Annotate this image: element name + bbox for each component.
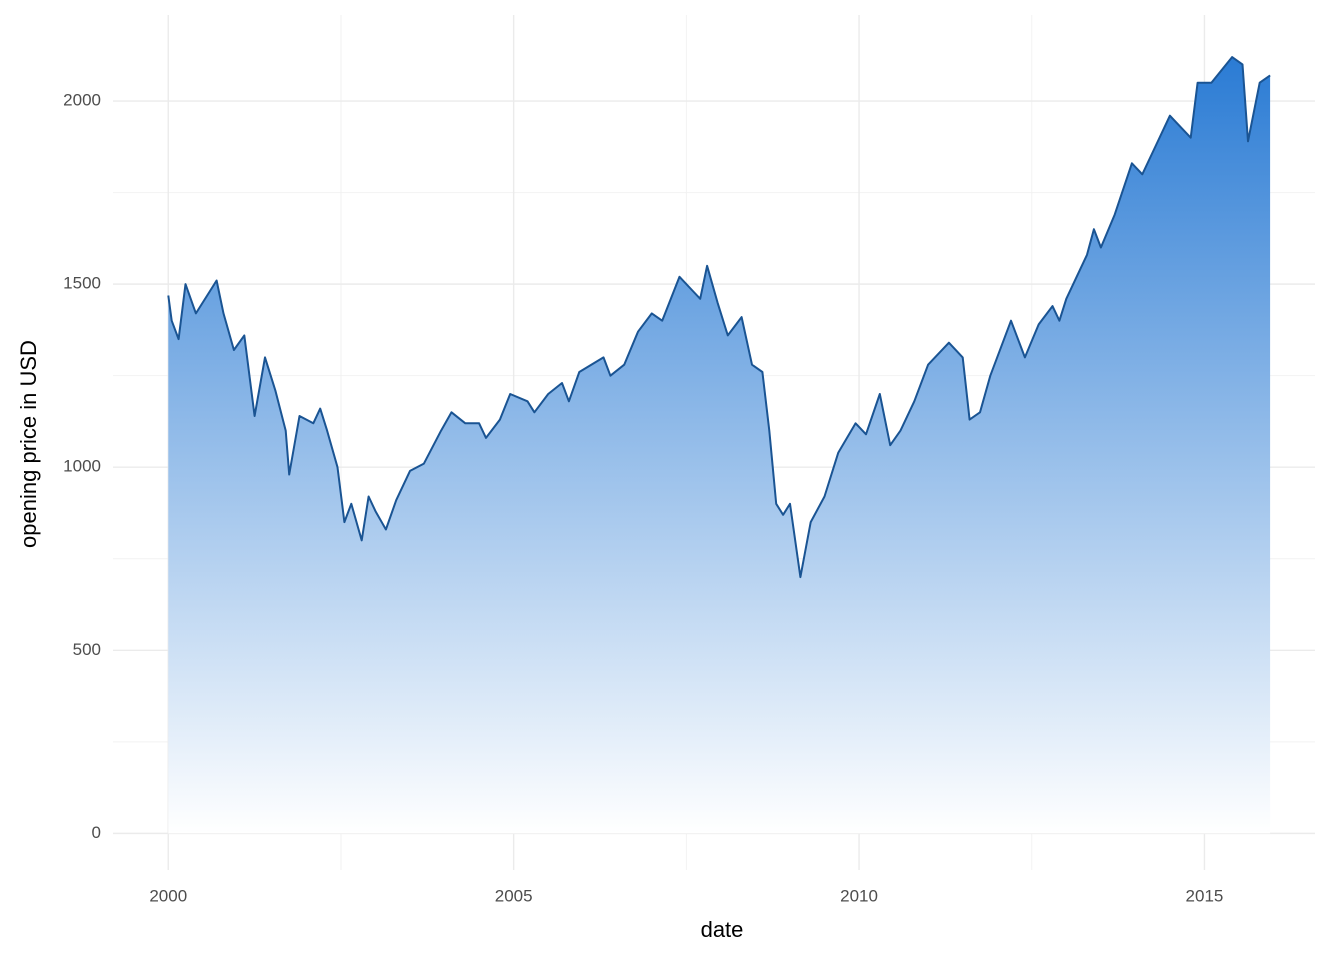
x-tick-label: 2010 bbox=[840, 886, 878, 905]
x-tick-label: 2015 bbox=[1186, 886, 1224, 905]
y-tick-label: 1500 bbox=[63, 274, 101, 293]
area bbox=[168, 57, 1271, 834]
line bbox=[167, 56, 1271, 579]
x-tick-label: 2005 bbox=[495, 886, 533, 905]
y-tick-label: 500 bbox=[73, 640, 101, 659]
marks bbox=[167, 56, 1271, 834]
x-axis-title: date bbox=[701, 917, 744, 942]
x-tick-label: 2000 bbox=[149, 886, 187, 905]
y-tick-label: 1000 bbox=[63, 457, 101, 476]
y-tick-label: 0 bbox=[92, 823, 101, 842]
y-axis-title: opening price in USD bbox=[16, 340, 41, 548]
y-tick-label: 2000 bbox=[63, 91, 101, 110]
